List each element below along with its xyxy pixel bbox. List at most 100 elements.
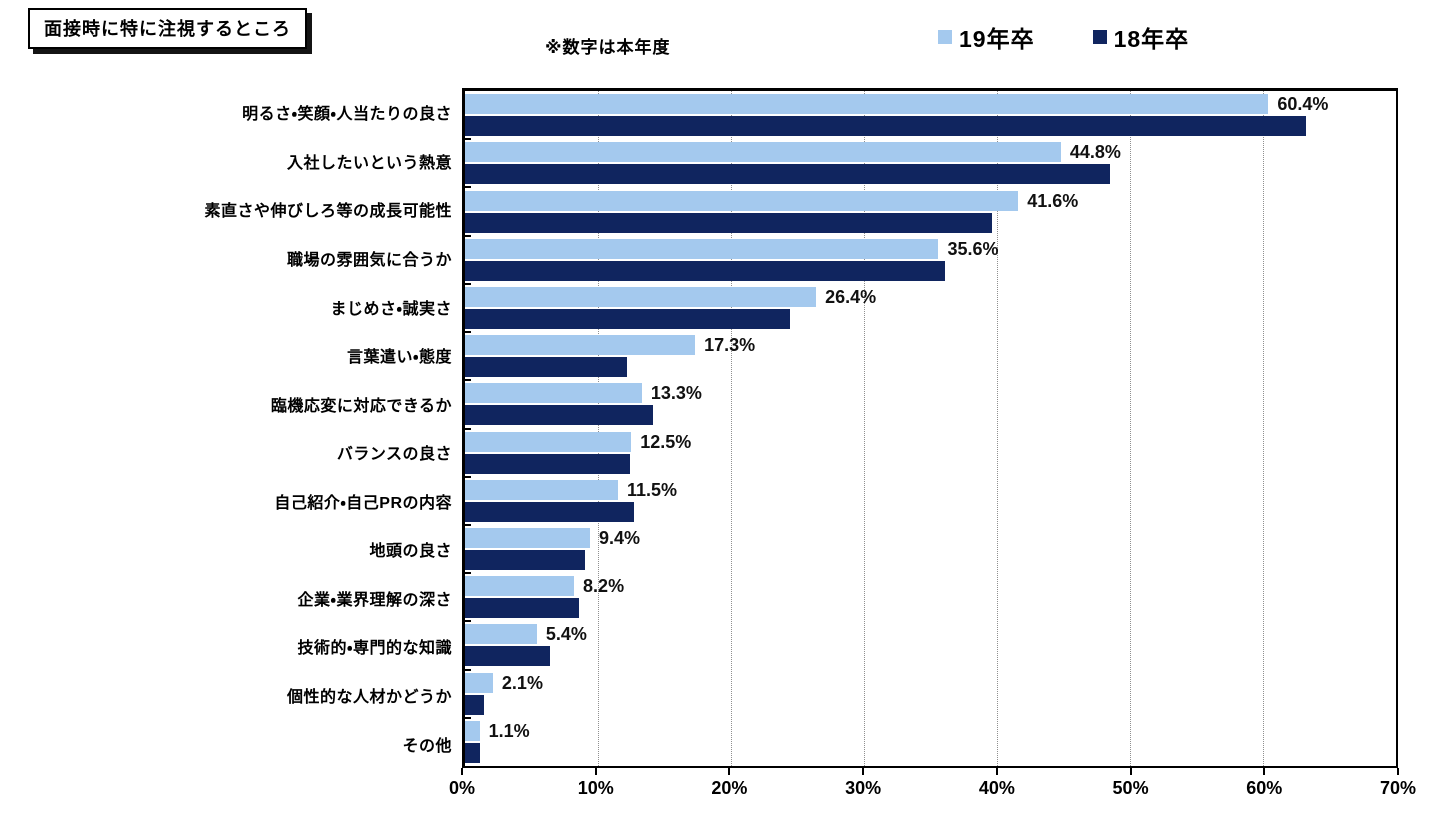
category-bar-group: 2.1%: [465, 669, 1396, 717]
bar-19nensotsu: [465, 624, 537, 645]
value-label: 13.3%: [650, 383, 702, 404]
category-label: 技術的・専門的な知識: [297, 640, 452, 658]
y-axis-tick: [465, 572, 471, 575]
value-label: 1.1%: [488, 720, 530, 741]
category-bar-group: 13.3%: [465, 380, 1396, 428]
category-bar-group: 44.8%: [465, 139, 1396, 187]
x-axis-tick: [995, 768, 998, 775]
bar-18nensotsu: [465, 260, 946, 281]
value-label: 44.8%: [1069, 142, 1121, 163]
legend-item-18: 18年卒: [1092, 20, 1190, 54]
x-axis-tick-label: 10%: [577, 778, 614, 798]
bar-19nensotsu: [465, 286, 817, 307]
category-bar-group: 9.4%: [465, 525, 1396, 573]
x-axis-tick: [862, 768, 865, 775]
x-axis-tick-label: 20%: [711, 778, 748, 798]
legend-label-18: 18年卒: [1113, 26, 1190, 52]
x-axis-tick-label: 70%: [1379, 778, 1417, 798]
x-axis-tick-label: 0%: [448, 778, 476, 798]
x-axis-tick: [1397, 768, 1399, 775]
bar-18nensotsu: [465, 405, 653, 426]
bar-18nensotsu: [465, 164, 1111, 185]
category-label: 自己紹介・自己PRの内容: [274, 494, 452, 512]
x-axis-labels: 0% 10% 20% 30% 40% 50% 60% 70%: [449, 778, 1416, 804]
bar-18nensotsu: [465, 212, 992, 233]
category-bar-group: 41.6%: [465, 187, 1396, 235]
bar-19nensotsu: [465, 94, 1269, 115]
category-bar-group: 60.4%: [465, 91, 1396, 139]
category-label: 素直さや伸びしろ等の成長可能性: [204, 203, 452, 221]
category-label: 明るさ・笑顔・人当たりの良さ: [242, 106, 452, 124]
value-label: 11.5%: [626, 479, 677, 500]
legend-label-19: 19年卒: [959, 26, 1035, 52]
value-label: 41.6%: [1027, 190, 1079, 211]
category-bar-group: 12.5%: [465, 428, 1396, 476]
category-label: 地頭の良さ: [369, 543, 452, 561]
y-axis-tick: [465, 475, 471, 478]
bar-19nensotsu: [465, 431, 632, 452]
category-bar-group: 1.1%: [465, 718, 1396, 766]
bar-18nensotsu: [465, 453, 630, 474]
category-labels-column: 明るさ・笑顔・人当たりの良さ 入社したいという熱意 素直さや伸びしろ等の成長可能性職…: [0, 88, 452, 768]
x-axis-tick: [728, 768, 731, 775]
y-axis-tick: [465, 186, 471, 189]
bar-19nensotsu: [465, 142, 1061, 163]
category-label: 職場の雰囲気に合うか: [286, 251, 452, 269]
bar-18nensotsu: [465, 549, 585, 570]
y-axis-tick: [465, 234, 471, 237]
bar-18nensotsu: [465, 116, 1306, 137]
category-label: 臨機応変に対応できるか: [270, 397, 452, 415]
bar-19nensotsu: [465, 190, 1019, 211]
category-label: 言葉遣い・態度: [347, 349, 452, 367]
y-axis-tick: [465, 668, 471, 671]
legend-item-19: 19年卒: [938, 20, 1035, 54]
x-axis-tick: [461, 768, 463, 775]
x-axis-tick-label: 30%: [845, 778, 882, 798]
bar-19nensotsu: [465, 576, 575, 597]
value-label: 60.4%: [1277, 94, 1329, 115]
bar-19nensotsu: [465, 479, 618, 500]
bar-18nensotsu: [465, 357, 628, 378]
value-label: 26.4%: [825, 286, 877, 307]
chart-title: 面接時に特に注視するところ: [44, 19, 291, 39]
x-axis-tick-label: 50%: [1112, 778, 1149, 798]
bar-18nensotsu: [465, 694, 484, 715]
legend-swatch-19-icon: [938, 30, 952, 44]
y-axis-tick: [465, 282, 471, 285]
bar-18nensotsu: [465, 308, 790, 329]
legend-swatch-18-icon: [1092, 30, 1107, 44]
bar-19nensotsu: [465, 383, 642, 404]
bar-rows: 60.4% 44.8% 41.6% 35.6% 26.4% 17.3% 13.3% 12.5%…: [465, 91, 1396, 766]
y-axis-tick: [465, 620, 471, 623]
value-label: 12.5%: [640, 431, 692, 452]
chart-note: ※数字は本年度: [545, 38, 671, 57]
category-label: バランスの良さ: [336, 446, 452, 464]
category-bar-group: 35.6%: [465, 236, 1396, 284]
bar-19nensotsu: [465, 527, 591, 548]
bar-19nensotsu: [465, 720, 480, 741]
category-label: 個性的な人材かどうか: [286, 689, 452, 707]
gridline: [864, 91, 865, 766]
category-label: その他: [402, 737, 452, 755]
y-axis-tick: [465, 716, 471, 719]
x-axis-ticks: [461, 768, 1399, 775]
gridline: [731, 91, 732, 766]
gridline: [1130, 91, 1131, 766]
category-bar-group: 5.4%: [465, 621, 1396, 669]
category-bar-group: 17.3%: [465, 332, 1396, 380]
x-axis-tick: [594, 768, 597, 775]
gridline: [598, 91, 599, 766]
y-axis-tick: [465, 331, 471, 334]
x-axis-tick-label: 60%: [1246, 778, 1283, 798]
category-label: 企業・業界理解の深さ: [297, 591, 452, 609]
category-bar-group: 26.4%: [465, 284, 1396, 332]
bar-18nensotsu: [465, 598, 580, 619]
y-axis-tick: [465, 379, 471, 382]
bar-18nensotsu: [465, 646, 551, 667]
category-label: まじめさ・誠実さ: [330, 300, 452, 318]
bar-18nensotsu: [465, 501, 634, 522]
x-axis-tick: [1263, 768, 1266, 775]
x-axis-tick: [1129, 768, 1132, 775]
bar-19nensotsu: [465, 335, 696, 356]
